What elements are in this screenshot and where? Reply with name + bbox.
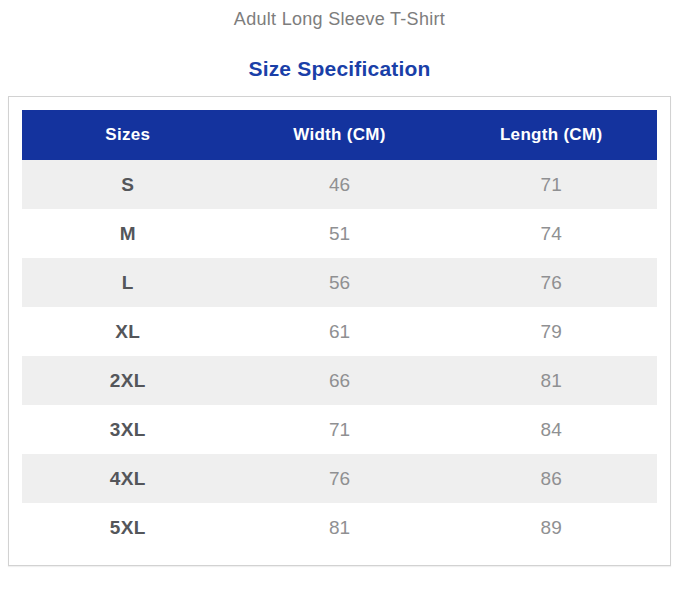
size-cell: XL xyxy=(22,307,234,356)
column-header-sizes: Sizes xyxy=(22,110,234,160)
table-row: L 56 76 xyxy=(22,258,657,307)
column-header-width: Width (CM) xyxy=(234,110,446,160)
size-cell: M xyxy=(22,209,234,258)
table-row: 2XL 66 81 xyxy=(22,356,657,405)
width-cell: 56 xyxy=(234,258,446,307)
table-row: XL 61 79 xyxy=(22,307,657,356)
size-table-header: Sizes Width (CM) Length (CM) xyxy=(22,110,657,160)
length-cell: 79 xyxy=(445,307,657,356)
size-cell: 5XL xyxy=(22,503,234,552)
length-cell: 74 xyxy=(445,209,657,258)
size-table-card: Sizes Width (CM) Length (CM) S 46 71 M 5… xyxy=(8,96,671,566)
table-row: 4XL 76 86 xyxy=(22,454,657,503)
length-cell: 81 xyxy=(445,356,657,405)
size-cell: 2XL xyxy=(22,356,234,405)
product-title: Adult Long Sleeve T-Shirt xyxy=(0,0,679,30)
length-cell: 84 xyxy=(445,405,657,454)
length-cell: 86 xyxy=(445,454,657,503)
width-cell: 71 xyxy=(234,405,446,454)
width-cell: 46 xyxy=(234,160,446,209)
size-specification-page: Adult Long Sleeve T-Shirt Size Specifica… xyxy=(0,0,679,600)
width-cell: 66 xyxy=(234,356,446,405)
length-cell: 71 xyxy=(445,160,657,209)
width-cell: 61 xyxy=(234,307,446,356)
width-cell: 76 xyxy=(234,454,446,503)
table-row: 5XL 81 89 xyxy=(22,503,657,552)
column-header-length: Length (CM) xyxy=(445,110,657,160)
size-cell: S xyxy=(22,160,234,209)
size-table-body: S 46 71 M 51 74 L 56 76 XL 61 79 xyxy=(22,160,657,552)
length-cell: 89 xyxy=(445,503,657,552)
size-cell: 3XL xyxy=(22,405,234,454)
table-row: S 46 71 xyxy=(22,160,657,209)
header-row: Sizes Width (CM) Length (CM) xyxy=(22,110,657,160)
size-table: Sizes Width (CM) Length (CM) S 46 71 M 5… xyxy=(22,110,657,552)
section-title: Size Specification xyxy=(0,57,679,81)
table-row: M 51 74 xyxy=(22,209,657,258)
width-cell: 51 xyxy=(234,209,446,258)
size-cell: 4XL xyxy=(22,454,234,503)
size-cell: L xyxy=(22,258,234,307)
length-cell: 76 xyxy=(445,258,657,307)
table-row: 3XL 71 84 xyxy=(22,405,657,454)
width-cell: 81 xyxy=(234,503,446,552)
